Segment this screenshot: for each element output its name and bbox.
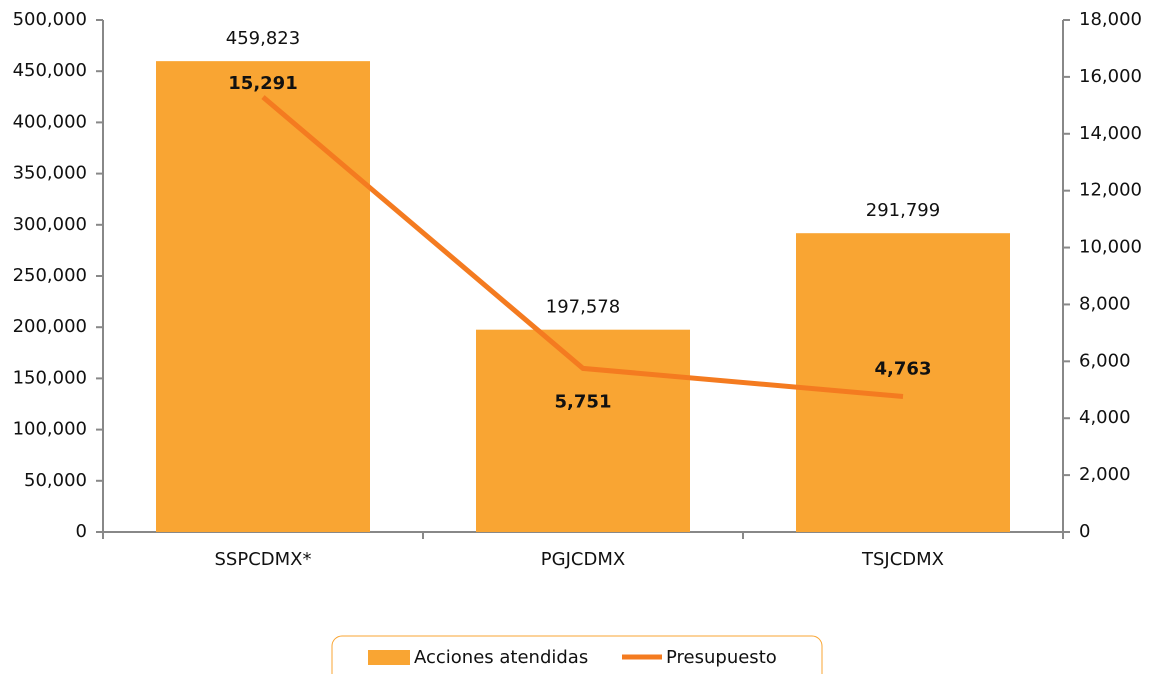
y-tick-label: 450,000 [13, 60, 87, 81]
legend-label: Acciones atendidas [414, 647, 588, 668]
x-tick-label: SSPCDMX* [215, 549, 312, 570]
y-tick-label: 500,000 [13, 9, 87, 30]
y-tick-label: 200,000 [13, 316, 87, 337]
y-tick-label: 100,000 [13, 419, 87, 440]
bar-value-label: 291,799 [866, 200, 940, 221]
y-tick-label: 350,000 [13, 163, 87, 184]
line-value-label: 5,751 [555, 391, 612, 412]
y2-tick-label: 0 [1079, 521, 1090, 542]
y2-tick-label: 2,000 [1079, 464, 1131, 485]
line-value-label: 15,291 [228, 73, 297, 94]
line-value-label: 4,763 [875, 359, 932, 380]
bar [476, 329, 690, 532]
line [261, 95, 904, 400]
y-tick-label: 400,000 [13, 111, 87, 132]
y-tick-label: 50,000 [24, 470, 87, 491]
y2-tick-label: 10,000 [1079, 237, 1142, 258]
y-tick-label: 250,000 [13, 265, 87, 286]
y2-tick-label: 6,000 [1079, 350, 1131, 371]
y2-tick-label: 16,000 [1079, 66, 1142, 87]
y-tick-label: 150,000 [13, 367, 87, 388]
legend-box [331, 635, 823, 674]
x-tick-label: TSJCDMX [861, 549, 944, 570]
y2-tick-label: 18,000 [1079, 9, 1142, 30]
y2-tick-label: 14,000 [1079, 123, 1142, 144]
x-tick-label: PGJCDMX [541, 549, 625, 570]
bar [156, 61, 370, 533]
legend-label: Presupuesto [666, 647, 777, 668]
y2-tick-label: 8,000 [1079, 293, 1131, 314]
y2-tick-label: 4,000 [1079, 407, 1131, 428]
bar-value-label: 459,823 [226, 28, 300, 49]
bar [796, 233, 1010, 533]
legend-swatch [368, 650, 410, 665]
bar-value-label: 197,578 [546, 297, 620, 318]
y2-tick-label: 12,000 [1079, 180, 1142, 201]
y-tick-label: 0 [76, 521, 87, 542]
y-tick-label: 300,000 [13, 214, 87, 235]
